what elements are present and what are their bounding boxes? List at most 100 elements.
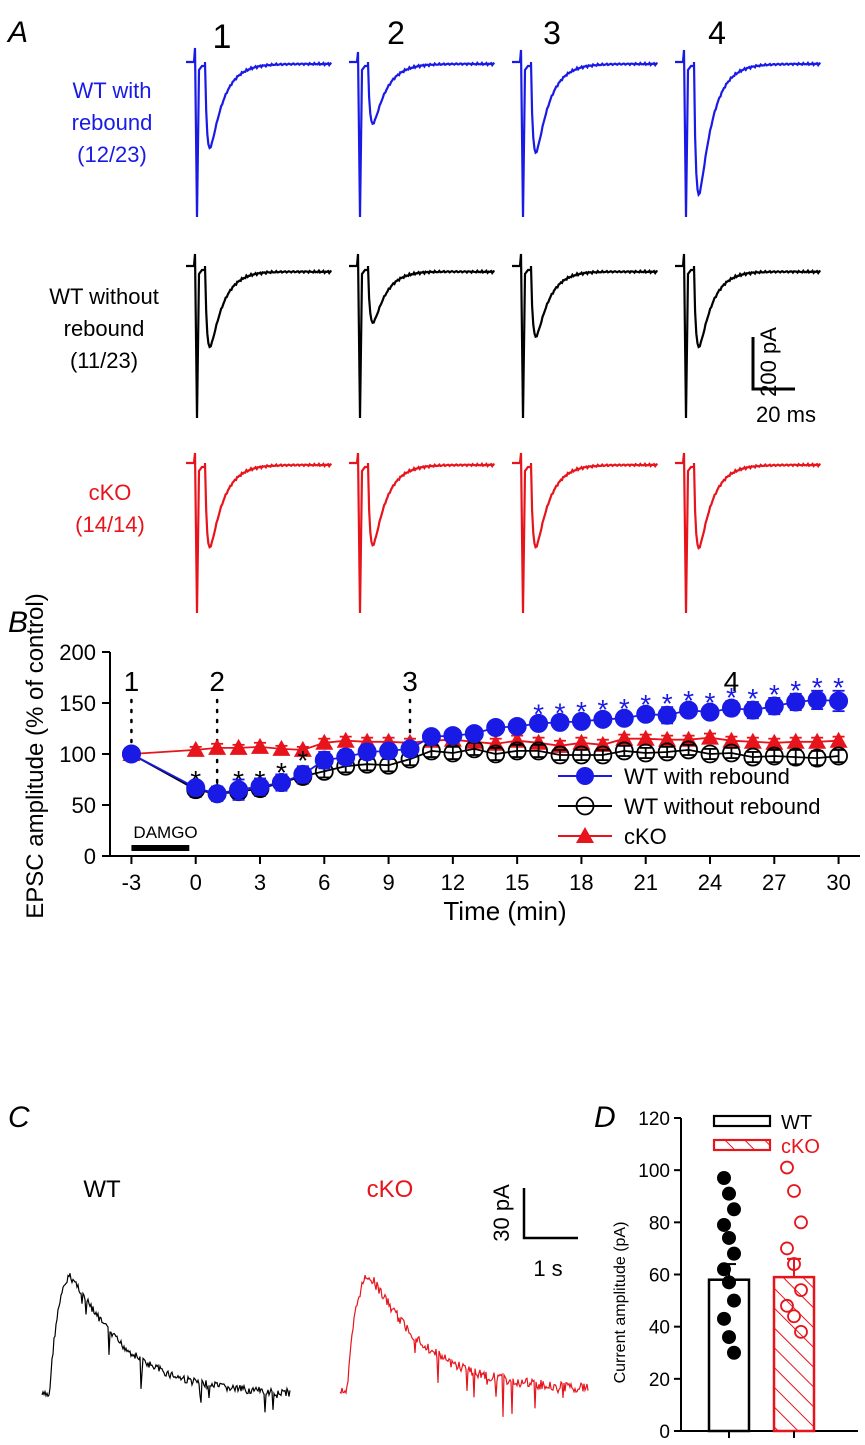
significance-marker: * [619, 693, 630, 724]
x-tick-label: 9 [382, 870, 394, 895]
data-point [787, 1309, 801, 1324]
data-point [786, 747, 806, 767]
data-point [727, 1345, 741, 1360]
data-point [593, 709, 613, 729]
y-tick-label: 150 [59, 691, 96, 716]
row-label-line: (12/23) [77, 142, 147, 167]
significance-marker: * [812, 672, 823, 703]
data-point [271, 773, 291, 793]
data-point [717, 1262, 731, 1277]
marker-label-3: 3 [402, 666, 418, 697]
data-point [764, 746, 784, 766]
data-point [780, 1241, 794, 1256]
significance-marker: * [769, 679, 780, 710]
legend-label-cko: cKO [781, 1136, 820, 1158]
panel-b-label: B [8, 606, 28, 639]
row-label-wt-rebound: WT with rebound (12/23) [72, 78, 153, 167]
panel-d-label: D [594, 1101, 616, 1134]
column-label-1: 1 [213, 18, 232, 56]
x-tick-label: 18 [569, 870, 593, 895]
data-point [572, 733, 591, 750]
epsc-trace-grid [186, 47, 822, 614]
scalebar-c: 30 pA 1 s [489, 1184, 578, 1281]
data-point [829, 691, 849, 711]
series-wt_rebound: * * * * * * * * * * * * * * * [121, 672, 849, 804]
data-point [808, 732, 827, 749]
data-point [572, 745, 591, 765]
data-point [794, 1283, 808, 1298]
data-point [722, 731, 741, 748]
bar-cko [772, 1275, 816, 1433]
current-trace-cko [339, 1275, 589, 1417]
data-point [743, 700, 763, 720]
y-tick-label: 60 [649, 1266, 670, 1287]
scalebar-lines [751, 337, 795, 391]
significance-marker: * [555, 697, 566, 728]
epsc-trace-wt_rebound-3 [512, 49, 659, 218]
marker-label-1: 1 [124, 666, 140, 697]
data-point [229, 780, 249, 800]
legend-marker [576, 827, 594, 843]
panel-c-label: C [8, 1101, 30, 1134]
x-tick-label: -3 [122, 870, 142, 895]
data-point [251, 737, 269, 754]
legend-marker [576, 767, 594, 785]
data-point [636, 729, 655, 746]
amplitude-bar-chart: 0 20 40 60 80 100 120 Current amplitude (pA) WTc… [612, 1109, 858, 1443]
data-point [701, 728, 719, 745]
data-point [571, 711, 591, 731]
data-point [507, 716, 527, 736]
significance-marker: * [640, 689, 651, 720]
x-tick-label: 15 [505, 870, 529, 895]
significance-marker: * [683, 685, 694, 716]
row-label-line: (11/23) [70, 348, 138, 373]
data-point [400, 739, 420, 759]
significance-marker: * [790, 675, 801, 706]
epsc-trace-cko-2 [349, 452, 496, 614]
data-point [293, 764, 313, 784]
y-tick-label: 20 [649, 1370, 670, 1391]
data-point [336, 747, 356, 767]
data-point [794, 1324, 808, 1339]
data-point [636, 704, 656, 724]
y-tick-label: 120 [638, 1109, 670, 1130]
data-point [787, 1257, 801, 1271]
data-point [315, 733, 334, 750]
epsc-trace-cko-1 [186, 452, 333, 614]
data-point [229, 738, 248, 755]
y-tick-label: 200 [59, 640, 96, 665]
scalebar-lines [522, 1188, 578, 1240]
panel-d: D 0 20 40 60 80 100 120 Current amplitude (pA) W… [594, 1101, 858, 1443]
data-point [379, 741, 399, 761]
significance-marker: * [662, 688, 673, 719]
data-point [186, 778, 206, 798]
data-point [658, 730, 677, 747]
y-tick-label: 0 [84, 844, 96, 869]
row-label-line: WT with [72, 78, 151, 103]
data-point [722, 1186, 736, 1201]
legend-marker [575, 796, 595, 816]
data-point [614, 708, 634, 728]
data-point [250, 777, 270, 797]
data-point [764, 696, 784, 716]
significance-marker: * [833, 672, 844, 703]
x-tick-label: 3 [254, 870, 266, 895]
epsc-trace-wt_rebound-2 [349, 51, 496, 218]
data-point [829, 746, 848, 766]
significance-marker: * [276, 757, 287, 788]
data-point [529, 713, 549, 733]
legend-label: WT without rebound [624, 794, 820, 819]
column-label-4: 4 [708, 15, 726, 51]
data-point [780, 1298, 794, 1313]
data-point [679, 740, 698, 760]
data-point [657, 705, 677, 725]
data-point [550, 712, 570, 732]
data-point [314, 750, 334, 770]
data-point [727, 1293, 741, 1308]
y-tick-label: 0 [659, 1422, 670, 1443]
data-point [829, 731, 848, 748]
data-point [722, 743, 741, 763]
marker-label-4: 4 [724, 666, 740, 697]
